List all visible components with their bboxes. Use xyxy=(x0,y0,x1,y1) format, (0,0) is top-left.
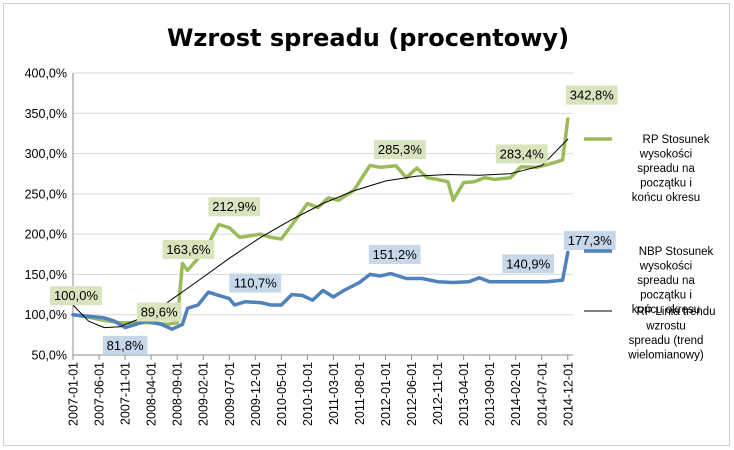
x-tick-label: 2007-06-01 xyxy=(93,362,107,426)
data-label-box xyxy=(368,244,421,264)
x-tick-label: 2008-09-01 xyxy=(171,362,185,426)
legend-entry-2: NBP Stosunek wysokości spreadu na początku … xyxy=(632,246,714,316)
x-tick-label: 2014-02-01 xyxy=(509,362,523,426)
legend-entry-3: RP Linia trendu wzrostu spreadu (trend wiel… xyxy=(627,306,715,362)
y-tick-label: 50,0% xyxy=(32,349,67,363)
y-tick-label: 250,0% xyxy=(25,187,67,201)
data-label: 100,0% xyxy=(54,288,99,303)
x-tick-label: 2011-08-01 xyxy=(353,362,367,425)
y-tick-label: 350,0% xyxy=(25,107,67,121)
y-tick-label: 200,0% xyxy=(25,228,67,242)
legend-entry-1: RP Stosunek wysokości spreadu na początku i… xyxy=(632,134,710,204)
x-tick-label: 2007-11-01 xyxy=(119,362,133,425)
y-tick-label: 150,0% xyxy=(25,268,67,282)
series-line-2 xyxy=(71,250,570,331)
x-tick-label: 2010-05-01 xyxy=(275,362,289,426)
x-tick-label: 2009-07-01 xyxy=(223,362,237,426)
axes: 50,0% 100,0% 150,0% 200,0% 250,0% 300,0% 350,0… xyxy=(25,67,576,426)
x-tick-label: 2007-01-01 xyxy=(67,362,81,426)
x-tick-label: 2014-07-01 xyxy=(535,362,549,426)
data-label: 151,2% xyxy=(373,247,418,262)
x-tick-label: 2012-11-01 xyxy=(431,362,445,425)
data-label-box xyxy=(565,85,618,105)
x-tick-label: 2012-06-01 xyxy=(405,362,419,426)
data-label: 163,6% xyxy=(166,242,211,257)
y-tick-label: 100,0% xyxy=(25,308,67,322)
data-label: 110,7% xyxy=(234,276,278,291)
data-label: 283,4% xyxy=(500,146,545,161)
x-tick-label: 2008-04-01 xyxy=(145,362,159,426)
data-label: 140,9% xyxy=(506,256,551,271)
y-tick-label: 300,0% xyxy=(25,147,67,161)
series-lines xyxy=(71,117,570,331)
x-tick-label: 2010-10-01 xyxy=(301,362,315,426)
data-label: 285,3% xyxy=(378,142,423,157)
series-line-3 xyxy=(72,138,569,329)
x-tick-label: 2009-12-01 xyxy=(249,362,263,426)
data-label: 81,8% xyxy=(107,338,144,353)
data-label: 177,3% xyxy=(568,233,613,248)
data-label-box xyxy=(229,273,282,293)
data-label-box xyxy=(495,144,548,164)
data-label: 212,9% xyxy=(212,199,257,214)
x-tick-label: 2009-02-01 xyxy=(197,362,211,426)
data-label-box xyxy=(136,302,182,322)
legend: RP Stosunek wysokości spreadu na początku i… xyxy=(584,134,716,362)
x-tick-label: 2012-01-01 xyxy=(379,362,393,426)
data-label-box xyxy=(502,254,555,274)
data-label: 89,6% xyxy=(141,305,178,320)
data-label-box xyxy=(50,286,102,306)
x-tick-label: 2014-12-01 xyxy=(561,362,575,426)
data-label-box xyxy=(563,230,616,250)
data-label-box xyxy=(102,335,148,355)
x-tick-label: 2011-03-01 xyxy=(327,362,341,425)
x-tick-label: 2013-04-01 xyxy=(457,362,471,426)
data-label-box xyxy=(162,239,215,259)
data-label: 342,8% xyxy=(570,88,615,103)
y-tick-label: 400,0% xyxy=(25,67,67,81)
data-labels: 100,0% 89,6% 163,6% 212,9% 285,3% 283,4% 342,8… xyxy=(50,85,618,355)
chart-frame xyxy=(3,3,730,446)
data-label-box xyxy=(208,197,261,217)
chart-title: Wzrost spreadu (procentowy) xyxy=(167,24,569,52)
x-tick-label: 2013-09-01 xyxy=(483,362,497,426)
data-label-box xyxy=(374,139,426,159)
